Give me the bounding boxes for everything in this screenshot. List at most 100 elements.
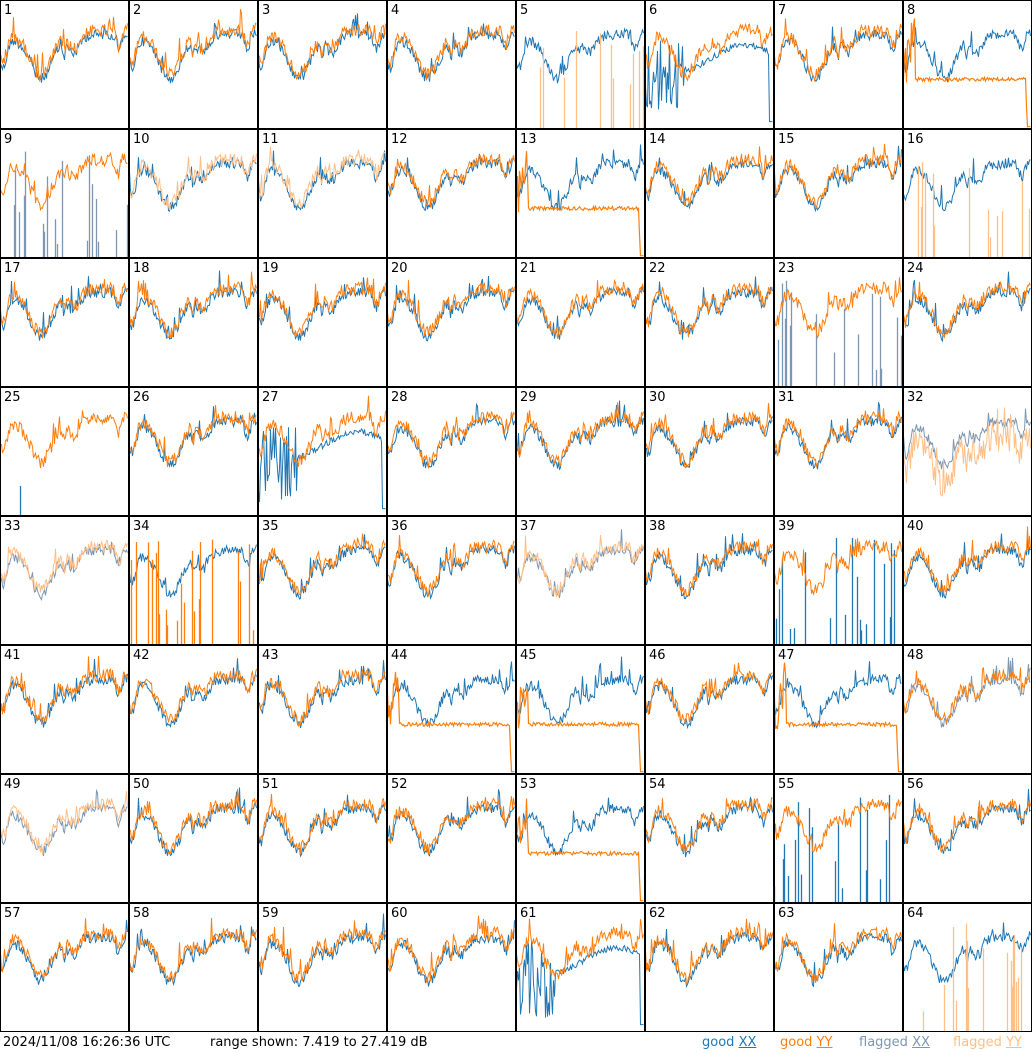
panel-border — [0, 516, 129, 645]
series-xx — [773, 794, 891, 902]
panel-border — [903, 0, 1032, 129]
series-yy — [0, 151, 128, 212]
panel-border — [516, 0, 645, 129]
panel-26: 26 — [129, 387, 258, 516]
panel-border — [129, 387, 258, 516]
panel-border — [774, 258, 903, 387]
series-yy — [902, 18, 1031, 128]
panel-number: 40 — [907, 519, 924, 534]
panel-56: 56 — [903, 774, 1032, 903]
series-xx — [129, 658, 257, 728]
panel-29: 29 — [516, 387, 645, 516]
series-yy — [774, 144, 902, 209]
series-xx — [516, 656, 644, 724]
panel-14: 14 — [645, 129, 774, 258]
panel-border — [129, 903, 258, 1032]
series-xx — [516, 144, 644, 211]
panel-border — [516, 129, 645, 258]
panel-32: 32 — [903, 387, 1032, 516]
panel-number: 7 — [778, 3, 786, 18]
panel-9: 9 — [0, 129, 129, 258]
series-yy — [258, 793, 386, 855]
panel-number: 35 — [262, 519, 279, 534]
panel-50: 50 — [129, 774, 258, 903]
panel-border — [774, 903, 903, 1032]
panel-border — [387, 903, 516, 1032]
panel-border — [387, 387, 516, 516]
series-xx — [129, 925, 257, 987]
panel-61: 61 — [516, 903, 645, 1032]
series-xx — [516, 27, 644, 84]
panel-border — [903, 774, 1032, 903]
panel-38: 38 — [645, 516, 774, 645]
series-xx — [387, 23, 515, 82]
series-xx — [129, 406, 257, 468]
series-yy — [0, 655, 128, 725]
panel-47: 47 — [773, 645, 903, 774]
series-yy — [903, 407, 1031, 497]
panel-border — [774, 129, 903, 258]
panel-number: 55 — [778, 777, 795, 792]
panel-24: 24 — [903, 258, 1032, 387]
footer: 2024/11/08 16:26:36 UTC range shown: 7.4… — [0, 1033, 1033, 1053]
panel-36: 36 — [387, 516, 516, 645]
series-xx — [777, 280, 903, 386]
panel-border — [903, 645, 1032, 774]
series-xx — [903, 157, 1031, 212]
panel-border — [387, 645, 516, 774]
series-yy — [258, 277, 386, 337]
range-label: range shown: 7.419 to 27.419 dB — [210, 1035, 428, 1050]
panel-border — [645, 516, 774, 645]
panel-number: 4 — [391, 3, 399, 18]
series-yy — [774, 923, 902, 983]
panel-20: 20 — [387, 258, 516, 387]
panel-border — [129, 516, 258, 645]
panel-48: 48 — [903, 645, 1032, 774]
series-yy — [516, 402, 644, 467]
panel-number: 16 — [907, 132, 924, 147]
panel-23: 23 — [774, 258, 903, 387]
series-yy — [645, 403, 773, 469]
panel-number: 26 — [133, 390, 150, 405]
series-xx — [903, 657, 1031, 728]
legend-good-xx: good XX — [702, 1035, 757, 1050]
panel-number: 12 — [391, 132, 408, 147]
legend-flagged-xx: flagged XX — [859, 1035, 930, 1050]
series-xx — [516, 286, 644, 340]
panel-number: 36 — [391, 519, 408, 534]
panel-number: 20 — [391, 261, 408, 276]
series-xx — [774, 402, 902, 470]
panel-border — [258, 129, 387, 258]
panel-43: 43 — [258, 645, 387, 774]
series-yy — [0, 539, 128, 593]
panel-63: 63 — [774, 903, 903, 1032]
panel-border — [129, 0, 258, 129]
panel-16: 16 — [902, 129, 1032, 258]
series-xx — [0, 24, 128, 83]
series-yy — [774, 538, 902, 597]
panel-11: 11 — [258, 129, 387, 258]
panel-number: 14 — [649, 132, 666, 147]
series-yy — [387, 24, 515, 80]
series-yy — [0, 791, 128, 855]
panel-number: 30 — [649, 390, 666, 405]
series-yy — [0, 410, 128, 468]
panel-19: 19 — [258, 258, 387, 387]
panel-number: 49 — [4, 777, 21, 792]
panel-border — [774, 387, 903, 516]
series-xx — [387, 661, 515, 729]
series-yy — [387, 915, 515, 984]
series-yy — [129, 404, 257, 467]
panel-border — [0, 258, 129, 387]
panel-number: 58 — [133, 906, 150, 921]
panel-number: 2 — [133, 3, 141, 18]
panel-52: 52 — [387, 774, 516, 903]
series-xx — [258, 150, 386, 211]
panel-border — [645, 645, 774, 774]
series-xx — [774, 932, 902, 988]
panel-number: 47 — [778, 648, 795, 663]
panel-border — [258, 0, 387, 129]
series-yy — [258, 395, 386, 467]
series-yy — [515, 798, 644, 902]
series-yy — [645, 662, 773, 725]
